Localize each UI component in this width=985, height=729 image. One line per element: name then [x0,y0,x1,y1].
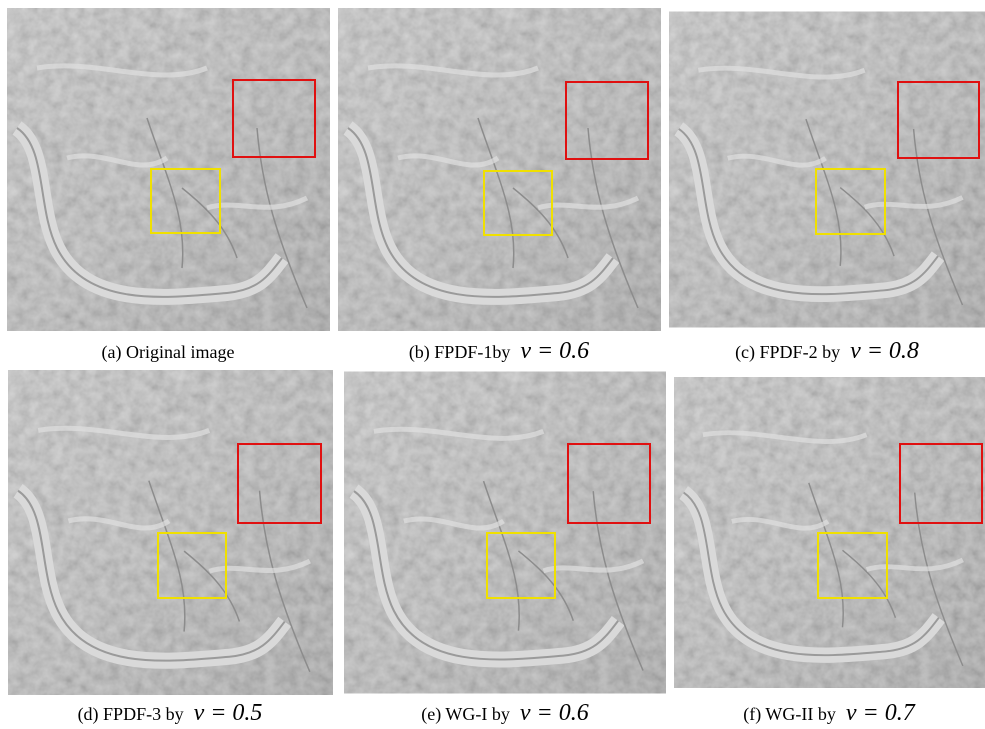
red-box [567,443,651,524]
caption: (b) FPDF-1by v = 0.6 [409,338,589,364]
caption-math: v = 0.7 [846,700,916,726]
caption-text: (f) WG-II by [743,704,836,725]
caption-math: v = 0.6 [520,338,589,364]
caption-text: (c) FPDF-2 by [735,342,840,363]
caption-text: (b) FPDF-1by [409,342,511,363]
yellow-box [486,532,556,599]
caption: (d) FPDF-3 by v = 0.5 [78,700,263,726]
red-box [899,443,983,524]
caption-math: v = 0.6 [520,700,589,726]
caption: (e) WG-I by v = 0.6 [421,700,589,726]
yellow-box [150,168,221,234]
image [338,8,661,331]
caption-text: (d) FPDF-3 by [78,704,184,725]
yellow-box [817,532,888,599]
red-box [565,81,649,160]
caption: (c) FPDF-2 by v = 0.8 [735,338,919,364]
caption-text: (e) WG-I by [421,704,510,725]
red-box [237,443,322,524]
caption: (f) WG-II by v = 0.7 [743,700,915,726]
caption: (a) Original image [102,342,235,363]
yellow-box [483,170,553,236]
caption-math: v = 0.5 [194,700,263,726]
red-box [232,79,316,158]
yellow-box [157,532,227,599]
caption-text: (a) Original image [102,342,235,363]
yellow-box [815,168,886,235]
red-box [897,81,980,159]
caption-math: v = 0.8 [850,338,919,364]
